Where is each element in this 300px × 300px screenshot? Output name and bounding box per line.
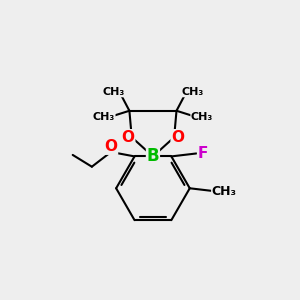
Text: O: O xyxy=(122,130,135,145)
Text: CH₃: CH₃ xyxy=(212,185,237,198)
Text: CH₃: CH₃ xyxy=(182,87,204,97)
Text: CH₃: CH₃ xyxy=(93,112,115,122)
Text: O: O xyxy=(104,139,118,154)
Text: B: B xyxy=(147,147,159,165)
Text: O: O xyxy=(171,130,184,145)
Text: CH₃: CH₃ xyxy=(191,112,213,122)
Text: F: F xyxy=(198,146,208,161)
Text: CH₃: CH₃ xyxy=(102,87,124,97)
